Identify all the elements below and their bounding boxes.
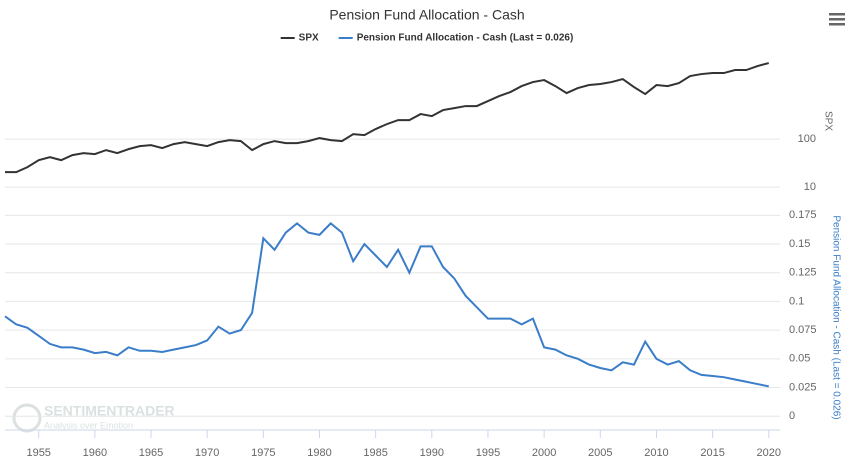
y-tick-label: 0.05 [789, 353, 810, 365]
y-tick-label: 0.175 [789, 209, 817, 221]
x-tick-label: 1960 [83, 447, 107, 459]
x-tick-label: 1955 [26, 447, 50, 459]
y-tick-label: 0.075 [789, 324, 817, 336]
x-tick-label: 1980 [307, 447, 331, 459]
x-tick-label: 2015 [700, 447, 724, 459]
y-axis-label: Pension Fund Allocation - Cash (Last = 0… [830, 215, 841, 419]
watermark-logo [12, 403, 42, 433]
x-tick-label: 1985 [363, 447, 387, 459]
x-tick-label: 1990 [420, 447, 444, 459]
x-tick-label: 2005 [588, 447, 612, 459]
series-line [5, 62, 770, 174]
legend: SPX Pension Fund Allocation - Cash (Last … [280, 33, 574, 44]
x-tick-label: 2000 [532, 447, 556, 459]
chart-title: Pension Fund Allocation - Cash [329, 7, 524, 23]
y-axis-label: SPX [822, 111, 833, 131]
y-tick-label: 100 [798, 133, 816, 145]
y-tick-label: 0.025 [789, 381, 817, 393]
y-tick-label: 10 [804, 181, 816, 193]
x-tick-label: 1970 [195, 447, 219, 459]
x-tick-label: 2010 [644, 447, 668, 459]
menu-bar [829, 13, 845, 16]
x-tick-label: 1975 [251, 447, 275, 459]
x-tick-label: 1995 [476, 447, 500, 459]
watermark-name: SENTIMENTRADER [44, 403, 175, 419]
y-tick-label: 0.15 [789, 238, 810, 250]
watermark-tagline: Analysis over Emotion [44, 420, 133, 430]
legend-label: SPX [299, 33, 319, 44]
menu-bar [829, 18, 845, 21]
y-tick-label: 0.125 [789, 267, 817, 279]
menu-icon[interactable] [829, 13, 845, 26]
legend-label: Pension Fund Allocation - Cash (Last = 0… [357, 33, 574, 44]
x-tick-label: 2020 [757, 447, 781, 459]
y-tick-label: 0.1 [789, 295, 804, 307]
watermark: SENTIMENTRADER Analysis over Emotion [12, 403, 175, 433]
menu-bar [829, 23, 845, 26]
x-tick-label: 1965 [139, 447, 163, 459]
y-tick-label: 0 [789, 410, 795, 422]
series-line [4, 222, 769, 388]
